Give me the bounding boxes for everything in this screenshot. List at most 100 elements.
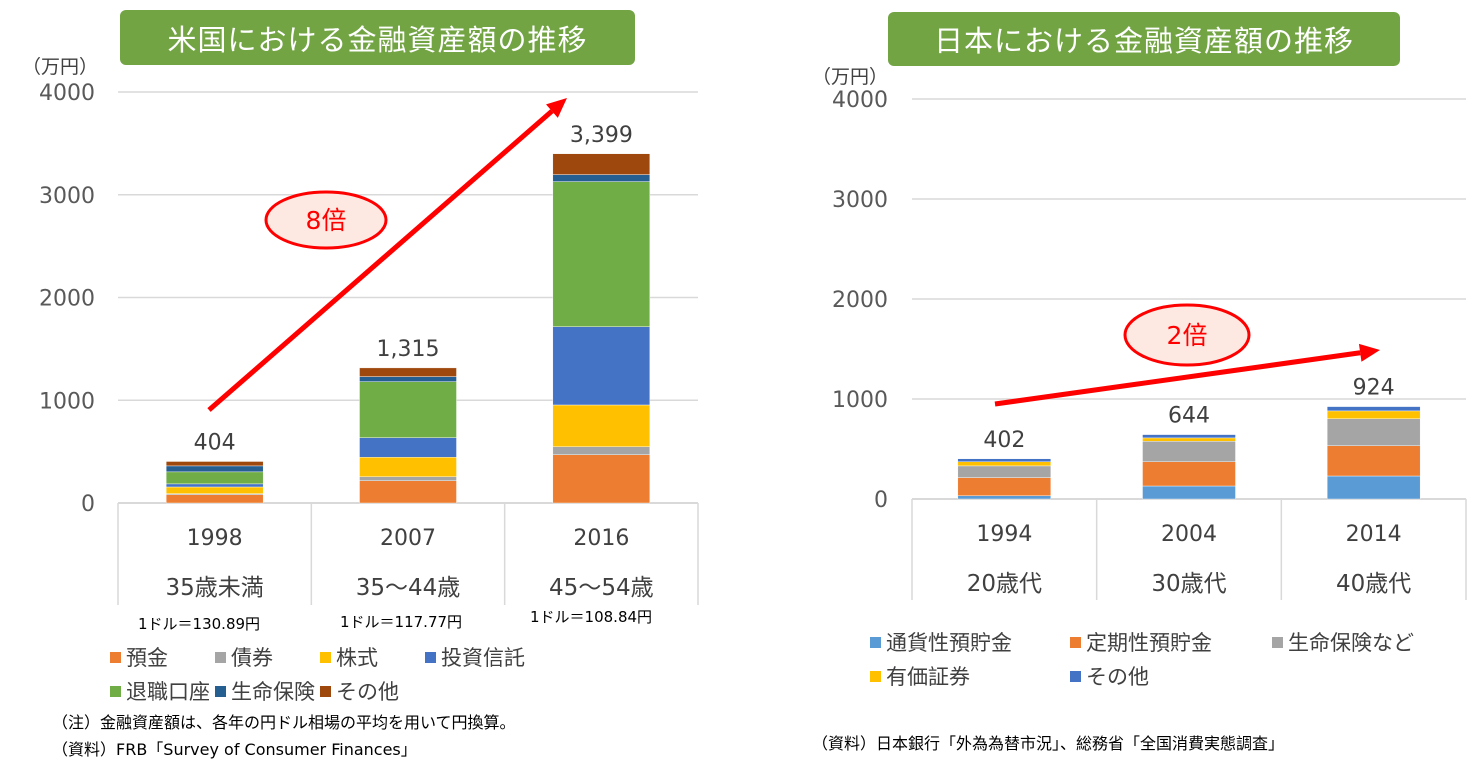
bar-segment-2007-預金	[359, 480, 457, 504]
bar-segment-1998-その他	[165, 461, 264, 467]
legend-label: 退職口座	[126, 680, 210, 704]
bar-segment-2014-通貨性預貯金	[1326, 475, 1421, 500]
bar-segment-2016-預金	[552, 454, 651, 504]
bar-segment-2014-定期性預貯金	[1326, 445, 1421, 477]
legend-item-預金: 預金	[110, 642, 168, 672]
bar-segment-2004-通貨性預貯金	[1142, 485, 1236, 500]
x-tick-label-2007: 2007	[380, 526, 436, 551]
bar-segment-2007-その他	[359, 367, 457, 377]
legend-item-通貨性預貯金: 通貨性預貯金	[870, 627, 1012, 657]
bar-segment-1998-預金	[165, 494, 264, 504]
chart-title-us: 米国における金融資産額の推移	[120, 10, 635, 65]
legend-swatch	[215, 651, 226, 663]
y-axis-unit-us: （万円）	[22, 56, 99, 78]
bar-segment-1998-投資信託	[165, 483, 264, 488]
x-tick-label-2004: 2004	[1161, 522, 1217, 547]
growth-arrow	[207, 109, 554, 412]
legend-swatch	[870, 670, 881, 682]
legend-swatch	[1070, 636, 1081, 648]
legend-label: 有価証券	[886, 665, 970, 689]
legend-label: 通貨性預貯金	[886, 631, 1012, 655]
legend-label: 生命保険	[231, 680, 315, 704]
source-japan: （資料）日本銀行「外為為替市況」、総務省「全国消費実態調査」	[812, 734, 1285, 753]
y-tick-label-2000: 2000	[832, 288, 888, 313]
bar-segment-2004-その他	[1142, 434, 1236, 439]
bar-segment-2016-生命保険	[552, 174, 651, 182]
bar-segment-1994-定期性預貯金	[957, 477, 1052, 497]
bar-segment-1994-有価証券	[957, 461, 1052, 467]
bar-segment-2007-退職口座	[359, 381, 457, 438]
legend-item-生命保険など: 生命保険など	[1272, 627, 1414, 657]
legend-swatch	[110, 651, 121, 663]
growth-arrow	[994, 350, 1361, 407]
legend-swatch	[215, 685, 226, 697]
growth-multiplier-badge	[264, 190, 388, 250]
legend-label: 債券	[231, 646, 273, 670]
exchange-rate-1998: 1ドル＝130.89円	[138, 615, 261, 633]
legend-item-債券: 債券	[215, 642, 273, 672]
legend-swatch	[320, 685, 331, 697]
legend-label: 株式	[336, 646, 378, 670]
legend-item-投資信託: 投資信託	[425, 642, 525, 672]
total-label-2007: 1,315	[377, 337, 440, 362]
bar-segment-2014-有価証券	[1326, 410, 1421, 419]
y-tick-label-3000: 3000	[832, 188, 888, 213]
bar-segment-2016-債券	[552, 446, 651, 455]
bar-segment-2016-その他	[552, 153, 651, 175]
bar-segment-2016-退職口座	[552, 181, 651, 327]
exchange-rate-2016: 1ドル＝108.84円	[530, 608, 653, 626]
bar-segment-2014-その他	[1326, 406, 1421, 412]
bar-segment-2007-債券	[359, 476, 457, 481]
bar-segment-2007-投資信託	[359, 437, 457, 458]
legend-label: 定期性預貯金	[1086, 631, 1212, 655]
y-tick-label-4000: 4000	[39, 81, 95, 106]
exchange-rate-2007: 1ドル＝117.77円	[340, 613, 463, 631]
total-label-2016: 3,399	[570, 123, 633, 148]
y-tick-label-0: 0	[81, 492, 95, 517]
bar-segment-1994-その他	[957, 458, 1052, 462]
note-us: （注）金融資産額は、各年の円ドル相場の平均を用いて円換算。	[52, 713, 516, 732]
legend-label: 投資信託	[441, 646, 525, 670]
bar-segment-2004-定期性預貯金	[1142, 461, 1236, 487]
total-label-1994: 402	[983, 428, 1025, 453]
legend-label: その他	[1086, 665, 1149, 689]
bar-segment-2004-有価証券	[1142, 437, 1236, 442]
age-group-label-1994: 20歳代	[967, 571, 1042, 597]
y-tick-label-0: 0	[874, 488, 888, 513]
legend-item-株式: 株式	[320, 642, 378, 672]
bar-segment-1994-通貨性預貯金	[957, 495, 1052, 500]
chart-title-japan: 日本における金融資産額の推移	[888, 12, 1400, 66]
growth-arrow-head	[546, 98, 567, 118]
bar-segment-1998-生命保険	[165, 465, 264, 473]
legend-swatch	[320, 651, 331, 663]
growth-multiplier-badge	[1123, 303, 1251, 367]
legend-item-その他: その他	[320, 676, 399, 706]
total-label-2004: 644	[1168, 404, 1210, 429]
bar-segment-1998-株式	[165, 486, 264, 494]
x-tick-label-2014: 2014	[1346, 522, 1402, 547]
legend-swatch	[425, 651, 436, 663]
total-label-2014: 924	[1353, 376, 1395, 401]
age-group-label-2016: 45～54歳	[549, 575, 654, 601]
y-tick-label-4000: 4000	[832, 88, 888, 113]
bar-segment-2014-生命保険など	[1326, 418, 1421, 446]
legend-label: 生命保険など	[1288, 631, 1414, 655]
legend-swatch	[1272, 636, 1283, 648]
legend-swatch	[870, 636, 881, 648]
x-tick-label-1994: 1994	[976, 522, 1032, 547]
age-group-label-1998: 35歳未満	[166, 575, 264, 601]
bar-segment-1994-生命保険など	[957, 465, 1052, 478]
bar-segment-1998-退職口座	[165, 471, 264, 485]
y-tick-label-1000: 1000	[832, 388, 888, 413]
legend-label: 預金	[126, 646, 168, 670]
legend-item-その他: その他	[1070, 661, 1149, 691]
growth-multiplier-label: 2倍	[1167, 321, 1208, 350]
source-us: （資料）FRB「Survey of Consumer Finances」	[52, 740, 417, 759]
age-group-label-2007: 35～44歳	[356, 575, 461, 601]
total-label-1998: 404	[194, 430, 236, 455]
age-group-label-2004: 30歳代	[1151, 571, 1226, 597]
growth-multiplier-label: 8倍	[306, 206, 347, 235]
age-group-label-2014: 40歳代	[1336, 571, 1411, 597]
legend-item-有価証券: 有価証券	[870, 661, 970, 691]
